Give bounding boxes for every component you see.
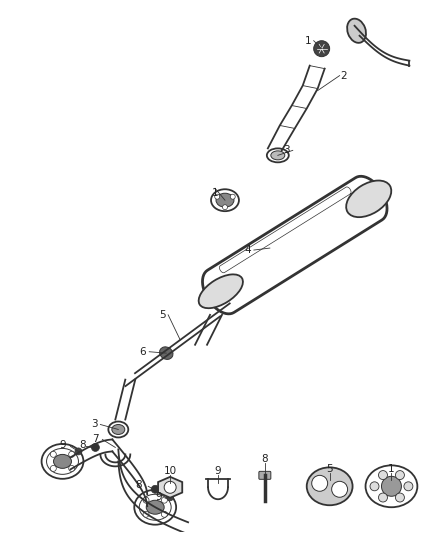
Circle shape bbox=[143, 511, 149, 517]
Ellipse shape bbox=[53, 455, 71, 469]
Text: 9: 9 bbox=[59, 440, 66, 450]
Circle shape bbox=[69, 465, 74, 471]
Ellipse shape bbox=[146, 500, 164, 514]
Circle shape bbox=[161, 497, 167, 503]
Ellipse shape bbox=[366, 465, 417, 507]
Text: 2: 2 bbox=[340, 70, 347, 80]
Ellipse shape bbox=[134, 490, 176, 524]
Text: 4: 4 bbox=[244, 245, 251, 255]
Circle shape bbox=[223, 205, 227, 209]
Ellipse shape bbox=[267, 148, 289, 163]
Circle shape bbox=[396, 493, 404, 502]
Circle shape bbox=[370, 482, 379, 491]
Ellipse shape bbox=[271, 151, 285, 160]
Circle shape bbox=[381, 477, 401, 496]
Text: 1: 1 bbox=[388, 464, 395, 474]
Ellipse shape bbox=[307, 467, 353, 505]
Circle shape bbox=[50, 465, 57, 471]
Circle shape bbox=[164, 481, 176, 493]
Polygon shape bbox=[158, 477, 182, 498]
Text: 3: 3 bbox=[283, 146, 290, 155]
Ellipse shape bbox=[108, 422, 128, 438]
Circle shape bbox=[143, 497, 149, 503]
Circle shape bbox=[404, 482, 413, 491]
Ellipse shape bbox=[42, 444, 83, 479]
Text: 1: 1 bbox=[304, 36, 311, 46]
Ellipse shape bbox=[216, 193, 234, 207]
Text: 5: 5 bbox=[159, 310, 166, 320]
Text: 8: 8 bbox=[261, 455, 268, 464]
Ellipse shape bbox=[159, 347, 173, 359]
Circle shape bbox=[151, 486, 159, 493]
Circle shape bbox=[332, 481, 348, 497]
Circle shape bbox=[230, 194, 235, 199]
Text: 1: 1 bbox=[212, 188, 218, 198]
Text: 9: 9 bbox=[155, 492, 162, 502]
Ellipse shape bbox=[112, 424, 125, 434]
Ellipse shape bbox=[199, 274, 243, 308]
Ellipse shape bbox=[347, 19, 366, 43]
Circle shape bbox=[378, 493, 388, 502]
Circle shape bbox=[312, 475, 328, 491]
Circle shape bbox=[396, 471, 404, 480]
Text: 6: 6 bbox=[139, 347, 145, 357]
Circle shape bbox=[215, 194, 220, 199]
Circle shape bbox=[69, 451, 74, 457]
Text: 8: 8 bbox=[79, 440, 86, 450]
Circle shape bbox=[92, 443, 99, 451]
Text: 10: 10 bbox=[163, 466, 177, 477]
Text: 3: 3 bbox=[91, 419, 98, 430]
Polygon shape bbox=[202, 176, 387, 314]
Text: 5: 5 bbox=[326, 464, 333, 474]
FancyBboxPatch shape bbox=[259, 471, 271, 479]
Circle shape bbox=[167, 494, 173, 501]
Circle shape bbox=[75, 448, 82, 455]
Circle shape bbox=[378, 471, 388, 480]
Text: 7: 7 bbox=[92, 434, 99, 445]
Text: 8: 8 bbox=[135, 480, 141, 490]
Ellipse shape bbox=[211, 189, 239, 211]
Circle shape bbox=[50, 451, 57, 457]
Circle shape bbox=[161, 511, 167, 517]
Text: 9: 9 bbox=[215, 466, 221, 477]
Circle shape bbox=[314, 41, 330, 56]
Ellipse shape bbox=[346, 181, 391, 217]
